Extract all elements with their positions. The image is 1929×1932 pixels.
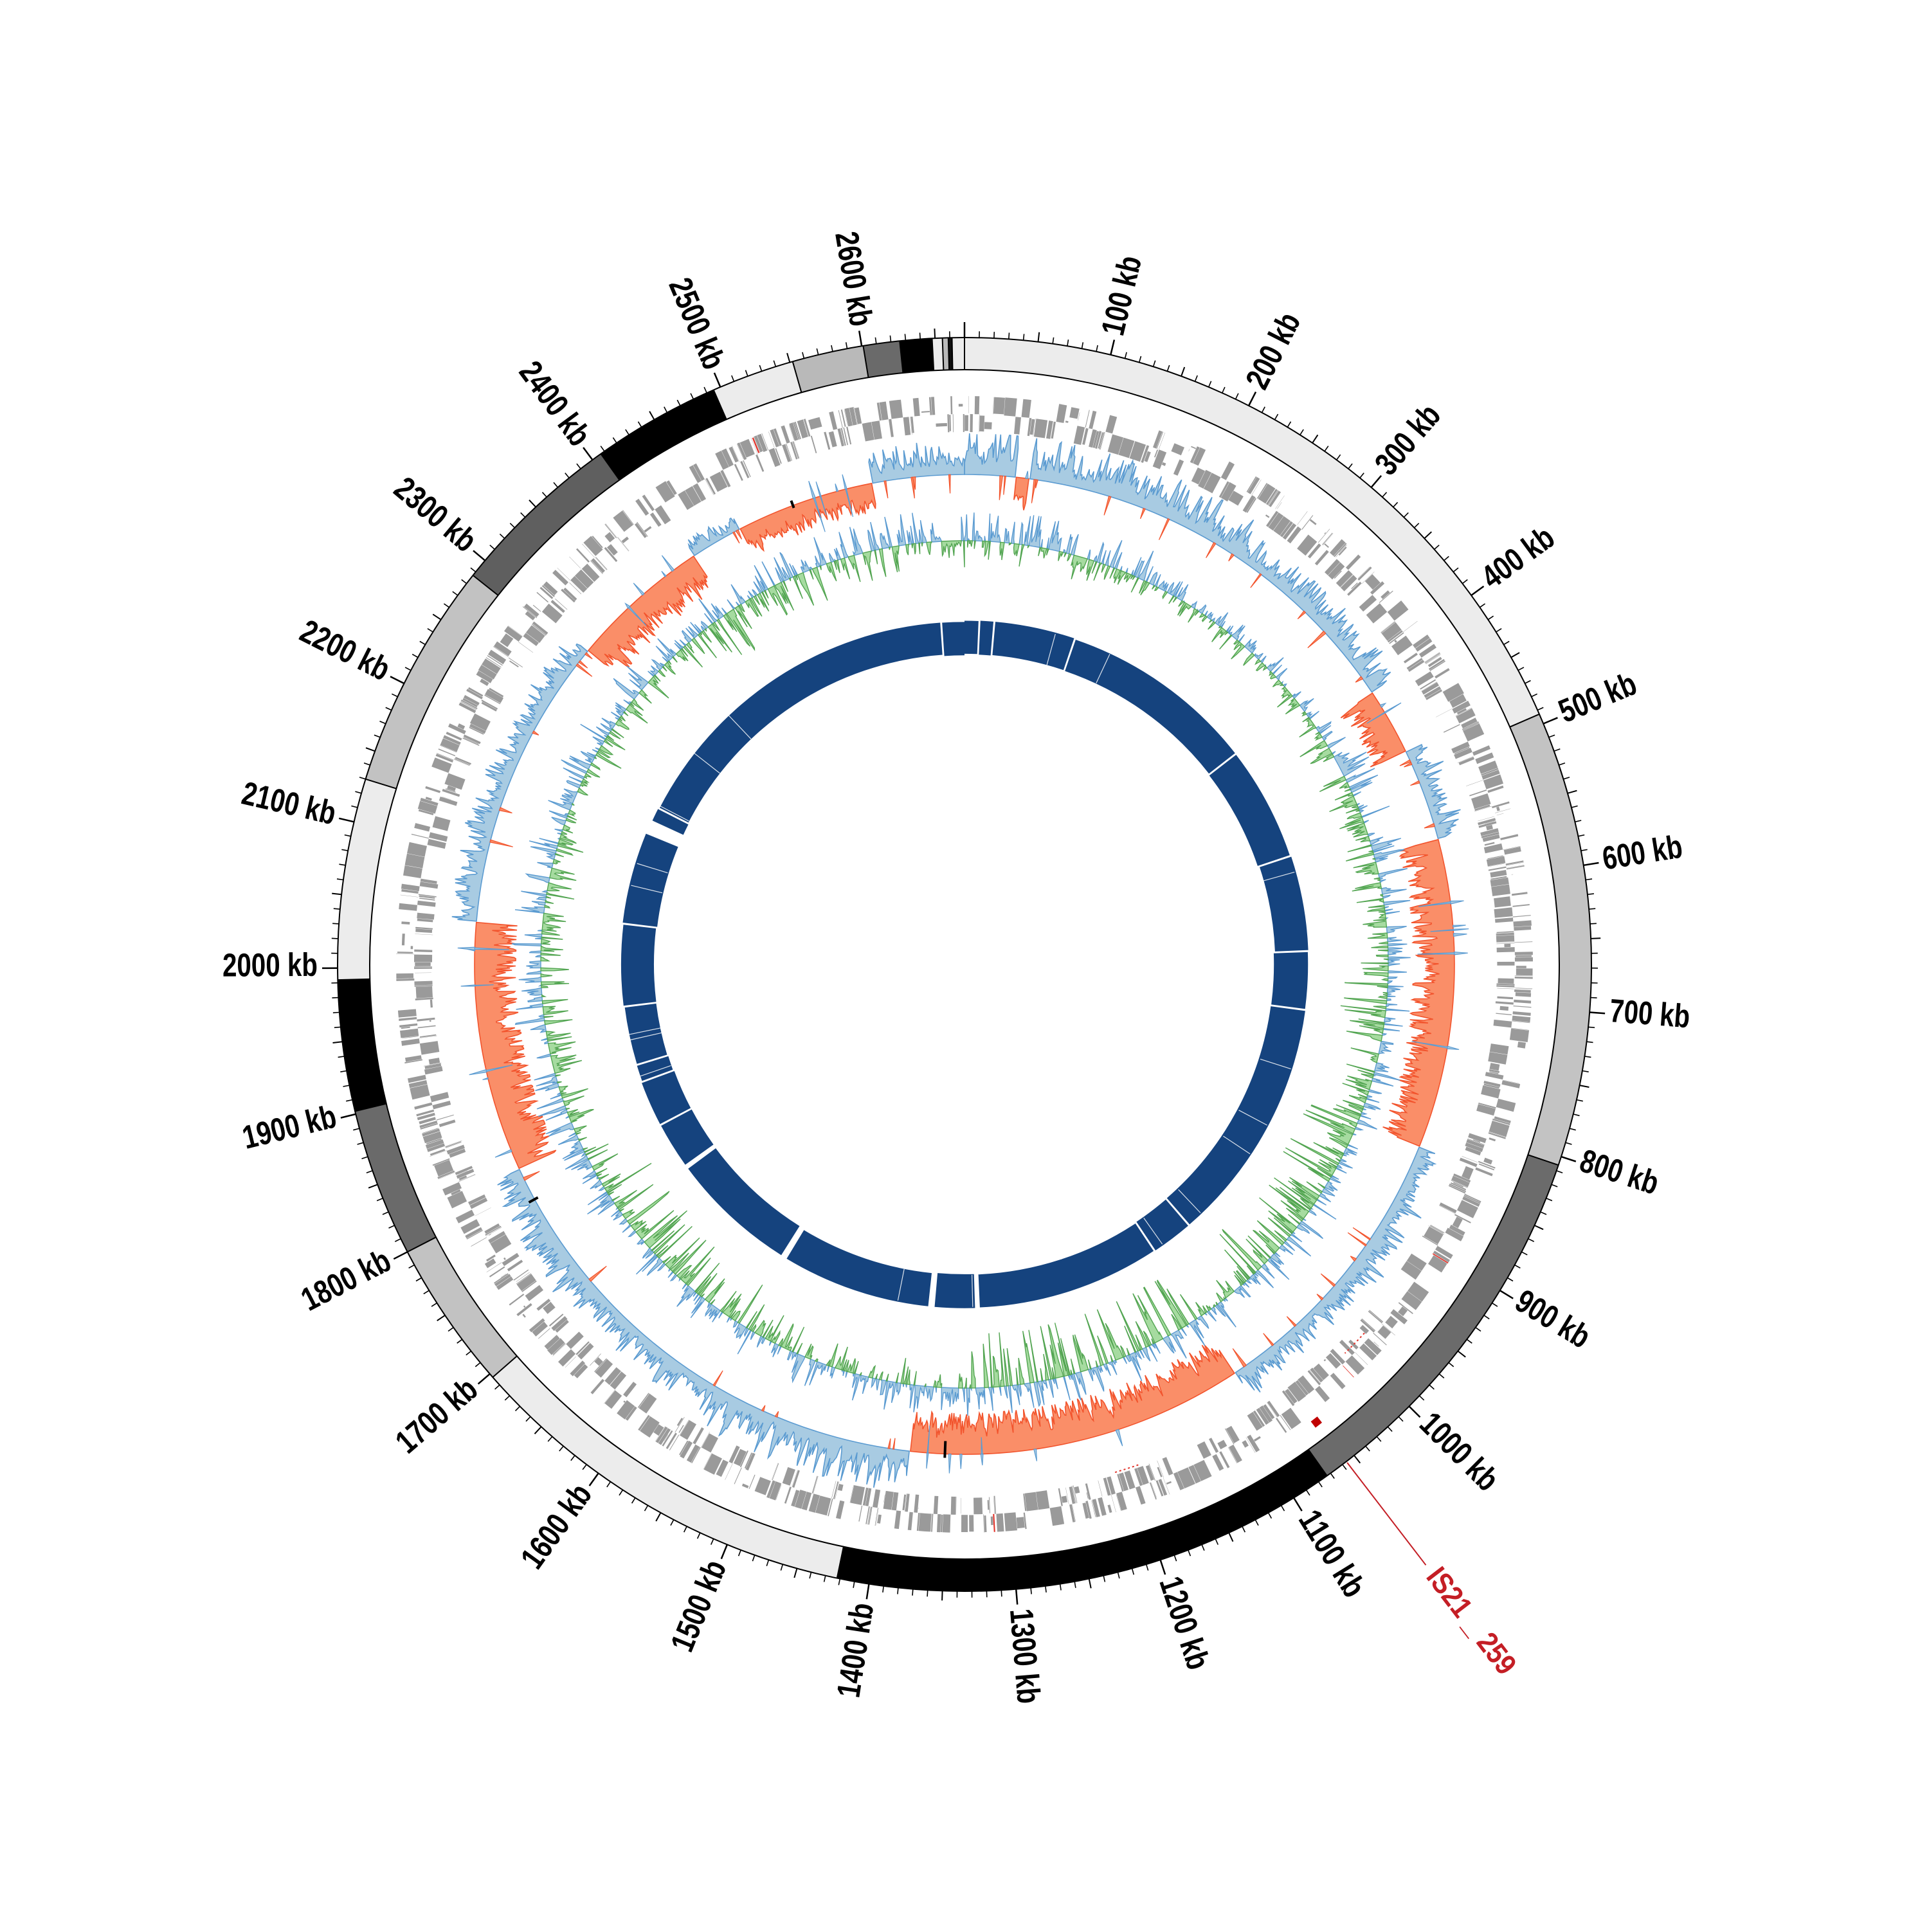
svg-text:700 kb: 700 kb [1608, 992, 1691, 1034]
svg-text:2000 kb: 2000 kb [222, 946, 318, 984]
svg-text:1300 kb: 1300 kb [1003, 1607, 1047, 1705]
